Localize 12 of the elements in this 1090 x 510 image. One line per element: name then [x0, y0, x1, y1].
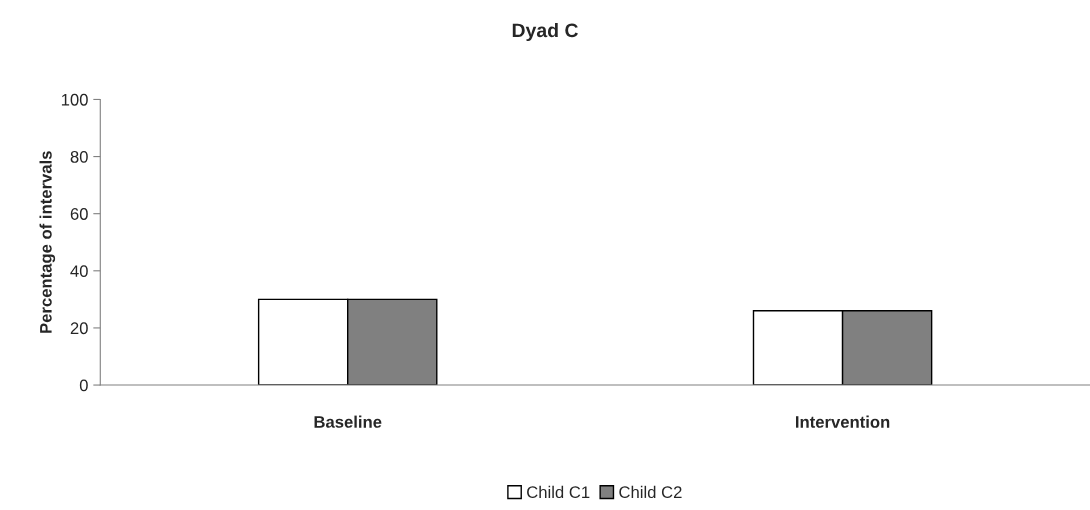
y-tick-label: 40 [70, 265, 88, 278]
x-tick-label: Baseline [314, 415, 382, 428]
chart-title: Dyad C [512, 22, 578, 42]
y-tick-label: 100 [61, 93, 88, 106]
y-tick-label: 60 [70, 208, 88, 220]
y-tick-label: 0 [79, 379, 88, 392]
legend-label: Child C1 [527, 485, 590, 499]
y-axis-title: Percentage of intervals [39, 151, 56, 333]
y-tick-label: 20 [70, 322, 88, 335]
legend-label: Child C2 [619, 485, 682, 499]
x-tick-label: Intervention [796, 415, 890, 428]
y-tick-label: 80 [70, 150, 88, 163]
